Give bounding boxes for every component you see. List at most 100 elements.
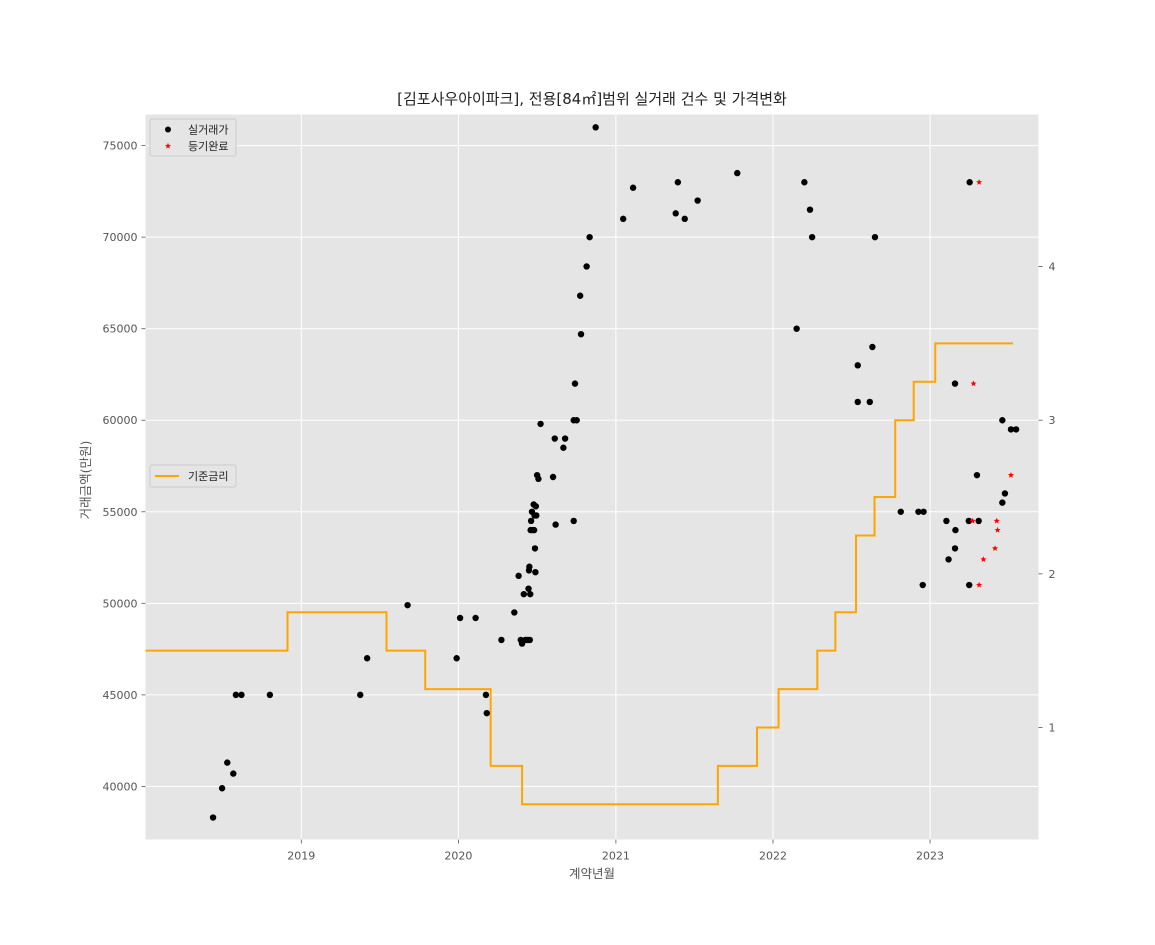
x-axis-label: 계약년월 (569, 866, 615, 881)
y-tick-label: 60000 (103, 414, 138, 427)
y-tick-label: 55000 (103, 506, 138, 519)
price-point (483, 709, 490, 717)
price-point (527, 590, 534, 598)
price-point (577, 331, 585, 338)
price-point (897, 508, 904, 515)
price-point (535, 475, 542, 483)
y-tick-label: 50000 (103, 597, 138, 610)
price-point (533, 512, 540, 519)
price-point (629, 184, 637, 191)
price-point (218, 785, 226, 792)
price-point (620, 215, 627, 223)
price-point (527, 517, 535, 525)
x-tick-label: 2021 (602, 850, 630, 863)
y2-tick-label: 2 (1049, 568, 1056, 581)
price-point (871, 233, 879, 241)
price-point (525, 585, 532, 592)
price-point (532, 569, 539, 576)
price-point (238, 691, 245, 699)
price-point (363, 655, 371, 662)
price-point (482, 691, 490, 699)
price-point (866, 398, 873, 406)
price-point (561, 435, 569, 442)
price-point (526, 563, 533, 570)
registered-star (991, 545, 999, 551)
legend-top: 실거래가 등기완료 (149, 118, 237, 157)
price-point (672, 210, 679, 217)
price-point (806, 206, 814, 213)
price-point (552, 521, 559, 528)
y-axis-label: 거래금액(만원) (78, 441, 93, 520)
price-point (681, 215, 688, 223)
price-point (999, 499, 1006, 506)
price-point (592, 124, 599, 131)
legend-price-marker (165, 126, 171, 133)
registered-star (976, 581, 983, 588)
price-point (515, 572, 522, 580)
price-point (570, 517, 577, 525)
price-point (999, 417, 1006, 424)
y-tick-label: 70000 (103, 231, 138, 244)
y-tick-labels: 40000 45000 50000 55000 60000 65000 70000 75000 (103, 140, 138, 794)
price-points-layer (209, 124, 1020, 821)
price-point (551, 435, 558, 442)
y-tick-label: 40000 (103, 780, 138, 793)
price-point (266, 691, 274, 699)
price-point (951, 380, 959, 387)
y-tick-label: 75000 (103, 140, 138, 153)
price-point (453, 655, 460, 662)
y-tick-label: 65000 (103, 323, 138, 336)
price-point (1007, 426, 1015, 433)
price-point (583, 263, 590, 270)
price-point (793, 325, 800, 332)
price-point (966, 179, 973, 186)
registered-star (980, 556, 987, 562)
chart-title: [김포사우아이파크], 전용[84㎡]범위 실거래 건수 및 가격변화 (397, 90, 787, 108)
price-point (808, 233, 816, 241)
price-point (966, 581, 973, 589)
price-point (404, 601, 411, 609)
registered-star (994, 526, 1001, 533)
price-point (951, 545, 959, 552)
price-point (537, 420, 544, 428)
legend-top-box (149, 118, 237, 157)
rate-line (145, 342, 1014, 806)
y-tick-label: 45000 (103, 689, 138, 702)
price-point (920, 508, 927, 515)
price-point (919, 581, 926, 589)
y2-tick-label: 1 (1049, 721, 1056, 734)
legend-price-label: 실거래가 (188, 124, 228, 137)
y2-tick-label: 3 (1049, 414, 1056, 427)
x-tick-label: 2022 (759, 850, 787, 863)
price-point (975, 517, 982, 525)
legend-registered-label: 등기완료 (188, 140, 228, 153)
registered-star (993, 517, 1000, 524)
registered-star (970, 380, 977, 387)
price-point (549, 473, 557, 481)
price-point (869, 343, 876, 351)
price-point (1001, 490, 1009, 497)
price-point (576, 292, 584, 299)
price-point (530, 526, 538, 534)
price-point (209, 814, 217, 821)
price-point (498, 636, 505, 644)
legend-mid: 기준금리 (149, 464, 237, 488)
registered-star (969, 517, 976, 524)
price-point (531, 545, 539, 552)
price-point (573, 417, 580, 424)
price-point (965, 517, 972, 525)
price-point (734, 169, 741, 177)
price-point (560, 444, 567, 451)
price-point (511, 609, 518, 616)
price-point (1012, 426, 1020, 433)
price-point (526, 636, 534, 644)
price-point (801, 179, 808, 186)
price-point (854, 398, 861, 406)
price-point (472, 614, 479, 622)
price-point (357, 691, 364, 699)
price-point (973, 471, 981, 479)
price-point (520, 590, 527, 598)
price-point (230, 770, 237, 777)
rate-line-layer (145, 342, 1014, 806)
